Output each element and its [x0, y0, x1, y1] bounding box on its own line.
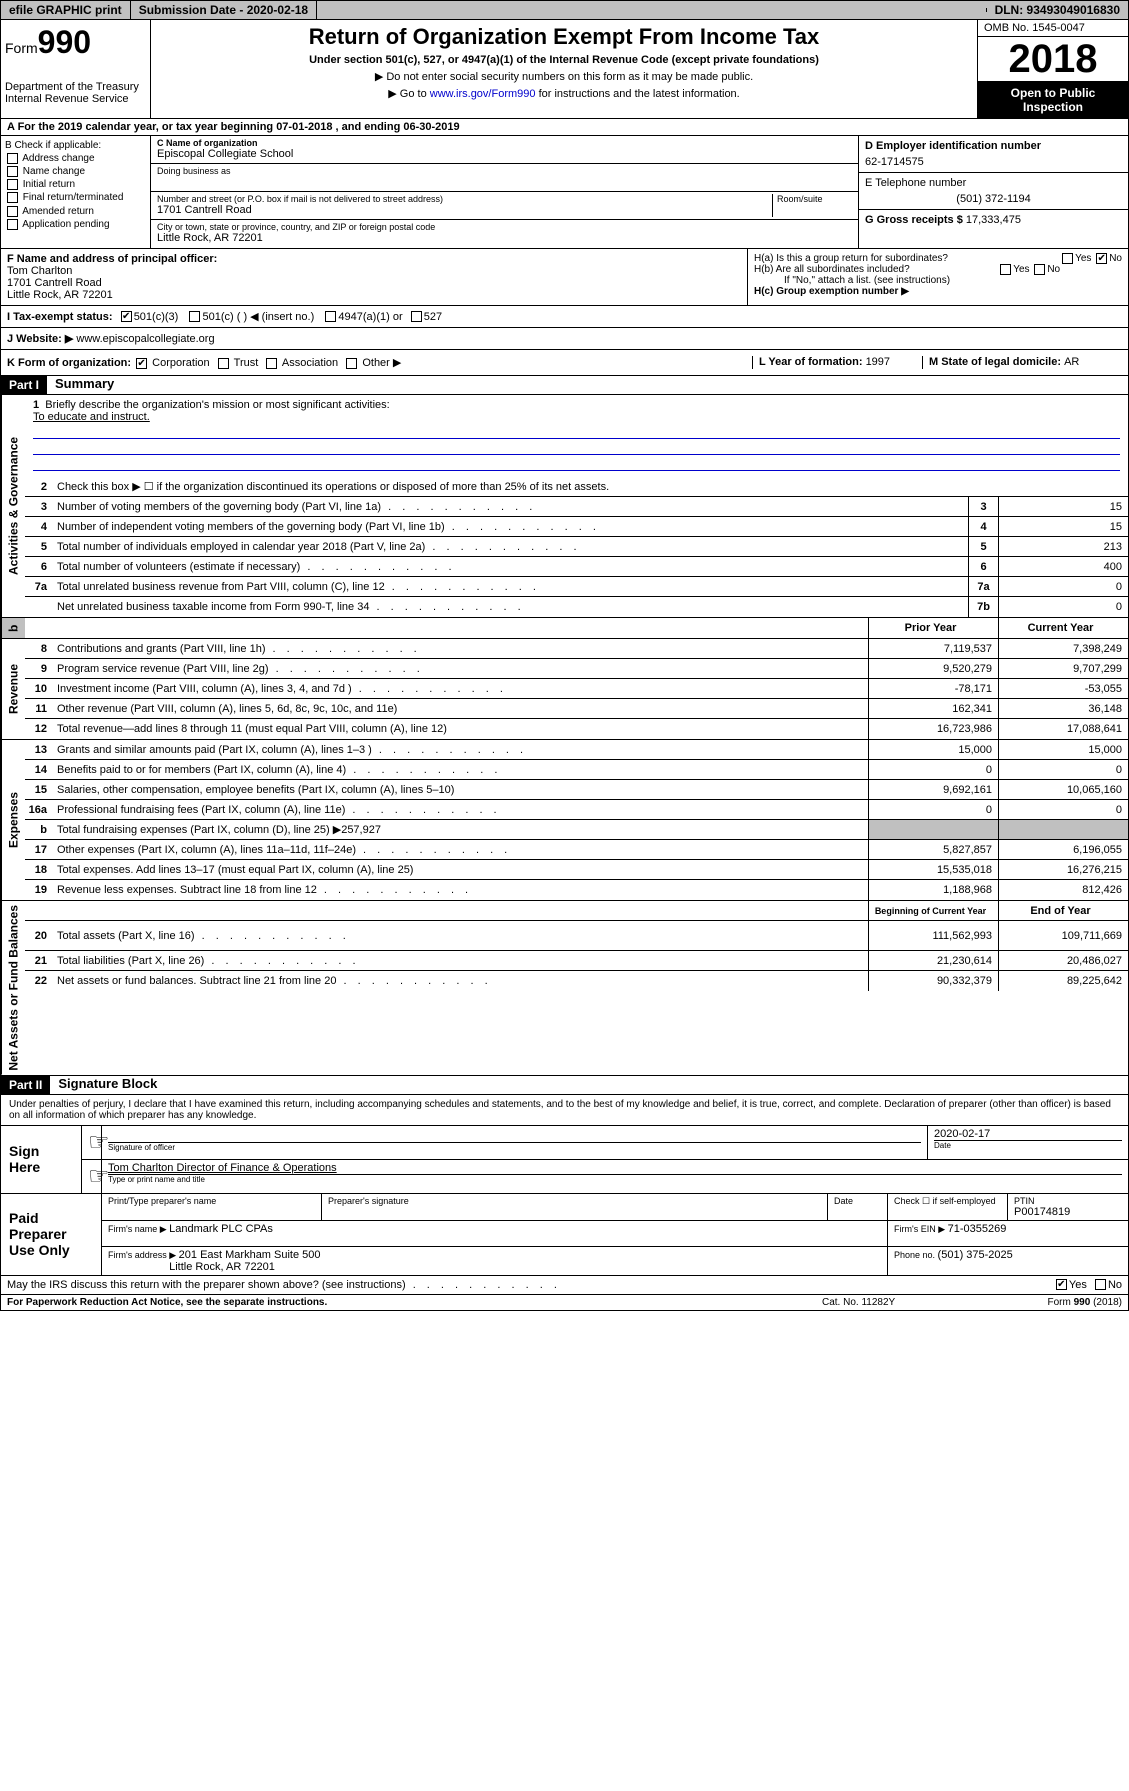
city-label: City or town, state or province, country…	[157, 222, 852, 232]
j-label: J Website: ▶	[7, 333, 73, 345]
officer-addr2: Little Rock, AR 72201	[7, 289, 741, 301]
paperwork-notice: For Paperwork Reduction Act Notice, see …	[7, 1297, 822, 1308]
top-bar: efile GRAPHIC print Submission Date - 20…	[0, 0, 1129, 20]
f-label: F Name and address of principal officer:	[7, 253, 741, 265]
line7a-val: 0	[998, 577, 1128, 596]
h-note: If "No," attach a list. (see instruction…	[754, 275, 1122, 286]
efile-label[interactable]: efile GRAPHIC print	[1, 1, 131, 19]
c-label: C Name of organization	[157, 138, 852, 148]
sign-here-label: Sign Here	[1, 1126, 81, 1193]
q1: Briefly describe the organization's miss…	[45, 399, 389, 411]
paid-preparer-block: Paid Preparer Use Only Print/Type prepar…	[0, 1194, 1129, 1276]
side-expenses: Expenses	[1, 740, 25, 900]
tax-year: 2018	[978, 37, 1128, 81]
firm-name: Landmark PLC CPAs	[169, 1223, 273, 1235]
form-footer: Form 990 (2018)	[972, 1297, 1122, 1308]
m-label: M State of legal domicile:	[929, 356, 1064, 368]
line5-val: 213	[998, 537, 1128, 556]
sign-date: 2020-02-17	[934, 1128, 1122, 1140]
section-a: A For the 2019 calendar year, or tax yea…	[0, 119, 1129, 136]
officer-printed-name: Tom Charlton Director of Finance & Opera…	[108, 1162, 1122, 1174]
submission-date: Submission Date - 2020-02-18	[131, 1, 317, 19]
instruction-1: ▶ Do not enter social security numbers o…	[155, 70, 973, 83]
side-net: Net Assets or Fund Balances	[1, 901, 25, 1075]
ein: 62-1714575	[865, 156, 1122, 168]
form-number: Form990	[5, 24, 146, 61]
side-revenue: Revenue	[1, 639, 25, 739]
side-governance: Activities & Governance	[1, 395, 25, 617]
h-a: H(a) Is this a group return for subordin…	[754, 253, 1122, 264]
h-b: H(b) Are all subordinates included? Yes …	[754, 264, 1122, 275]
website: www.episcopalcollegiate.org	[73, 333, 214, 345]
part2-title: Signature Block	[50, 1076, 157, 1094]
check-b-title: B Check if applicable:	[5, 140, 146, 151]
officer-name: Tom Charlton	[7, 265, 741, 277]
line7b-val: 0	[998, 597, 1128, 617]
firm-phone: (501) 375-2025	[938, 1249, 1013, 1261]
addr-label: Number and street (or P.O. box if mail i…	[157, 194, 772, 204]
row-f-h: F Name and address of principal officer:…	[0, 249, 1129, 306]
dept: Department of the Treasury Internal Reve…	[5, 81, 146, 105]
row-j: J Website: ▶ www.episcopalcollegiate.org	[0, 328, 1129, 350]
org-address: 1701 Cantrell Road	[157, 204, 772, 216]
i-label: I Tax-exempt status:	[7, 311, 113, 323]
line4-val: 15	[998, 517, 1128, 536]
officer-addr1: 1701 Cantrell Road	[7, 277, 741, 289]
org-city: Little Rock, AR 72201	[157, 232, 852, 244]
irs-link[interactable]: www.irs.gov/Form990	[430, 88, 536, 100]
year-formation: 1997	[866, 356, 890, 368]
org-name: Episcopal Collegiate School	[157, 148, 852, 160]
firm-address: 201 East Markham Suite 500	[179, 1249, 321, 1261]
omb: OMB No. 1545-0047	[978, 20, 1128, 37]
may-discuss: May the IRS discuss this return with the…	[0, 1276, 1129, 1295]
page-footer: For Paperwork Reduction Act Notice, see …	[0, 1295, 1129, 1311]
e-label: E Telephone number	[865, 177, 1122, 189]
part2-header: Part II	[1, 1076, 50, 1094]
form-title: Return of Organization Exempt From Incom…	[155, 24, 973, 50]
line6-val: 400	[998, 557, 1128, 576]
h-c: H(c) Group exemption number ▶	[754, 286, 1122, 297]
cat-no: Cat. No. 11282Y	[822, 1297, 972, 1308]
k-label: K Form of organization:	[7, 357, 131, 369]
check-applicable: B Check if applicable: Address change Na…	[1, 136, 151, 248]
part1-header: Part I	[1, 376, 47, 394]
perjury-statement: Under penalties of perjury, I declare th…	[0, 1095, 1129, 1126]
instruction-2: ▶ Go to www.irs.gov/Form990 for instruct…	[155, 87, 973, 100]
row-k: K Form of organization: Corporation Trus…	[0, 350, 1129, 376]
d-label: D Employer identification number	[865, 140, 1122, 152]
phone: (501) 372-1194	[865, 193, 1122, 205]
form-header: Form990 Department of the Treasury Inter…	[0, 20, 1129, 119]
open-inspection: Open to Public Inspection	[978, 81, 1128, 118]
row-i: I Tax-exempt status: 501(c)(3) 501(c) ( …	[0, 306, 1129, 328]
ptin: P00174819	[1014, 1206, 1122, 1218]
part1-title: Summary	[47, 376, 114, 394]
g-label: G Gross receipts $	[865, 214, 966, 226]
line3-val: 15	[998, 497, 1128, 516]
sign-here-block: Sign Here ☞ Signature of officer 2020-02…	[0, 1126, 1129, 1194]
gross-receipts: 17,333,475	[966, 214, 1021, 226]
current-year-hdr: Current Year	[998, 618, 1128, 638]
prior-year-hdr: Prior Year	[868, 618, 998, 638]
state-domicile: AR	[1064, 356, 1079, 368]
l-label: L Year of formation:	[759, 356, 866, 368]
mission-text: To educate and instruct.	[33, 411, 1120, 423]
dln: DLN: 93493049016830	[987, 1, 1128, 19]
header-grid: B Check if applicable: Address change Na…	[0, 136, 1129, 249]
form-subtitle: Under section 501(c), 527, or 4947(a)(1)…	[155, 54, 973, 66]
paid-preparer-label: Paid Preparer Use Only	[1, 1194, 101, 1275]
q2: Check this box ▶ ☐ if the organization d…	[53, 478, 1128, 495]
dba-label: Doing business as	[157, 166, 852, 176]
firm-ein: 71-0355269	[948, 1223, 1007, 1235]
